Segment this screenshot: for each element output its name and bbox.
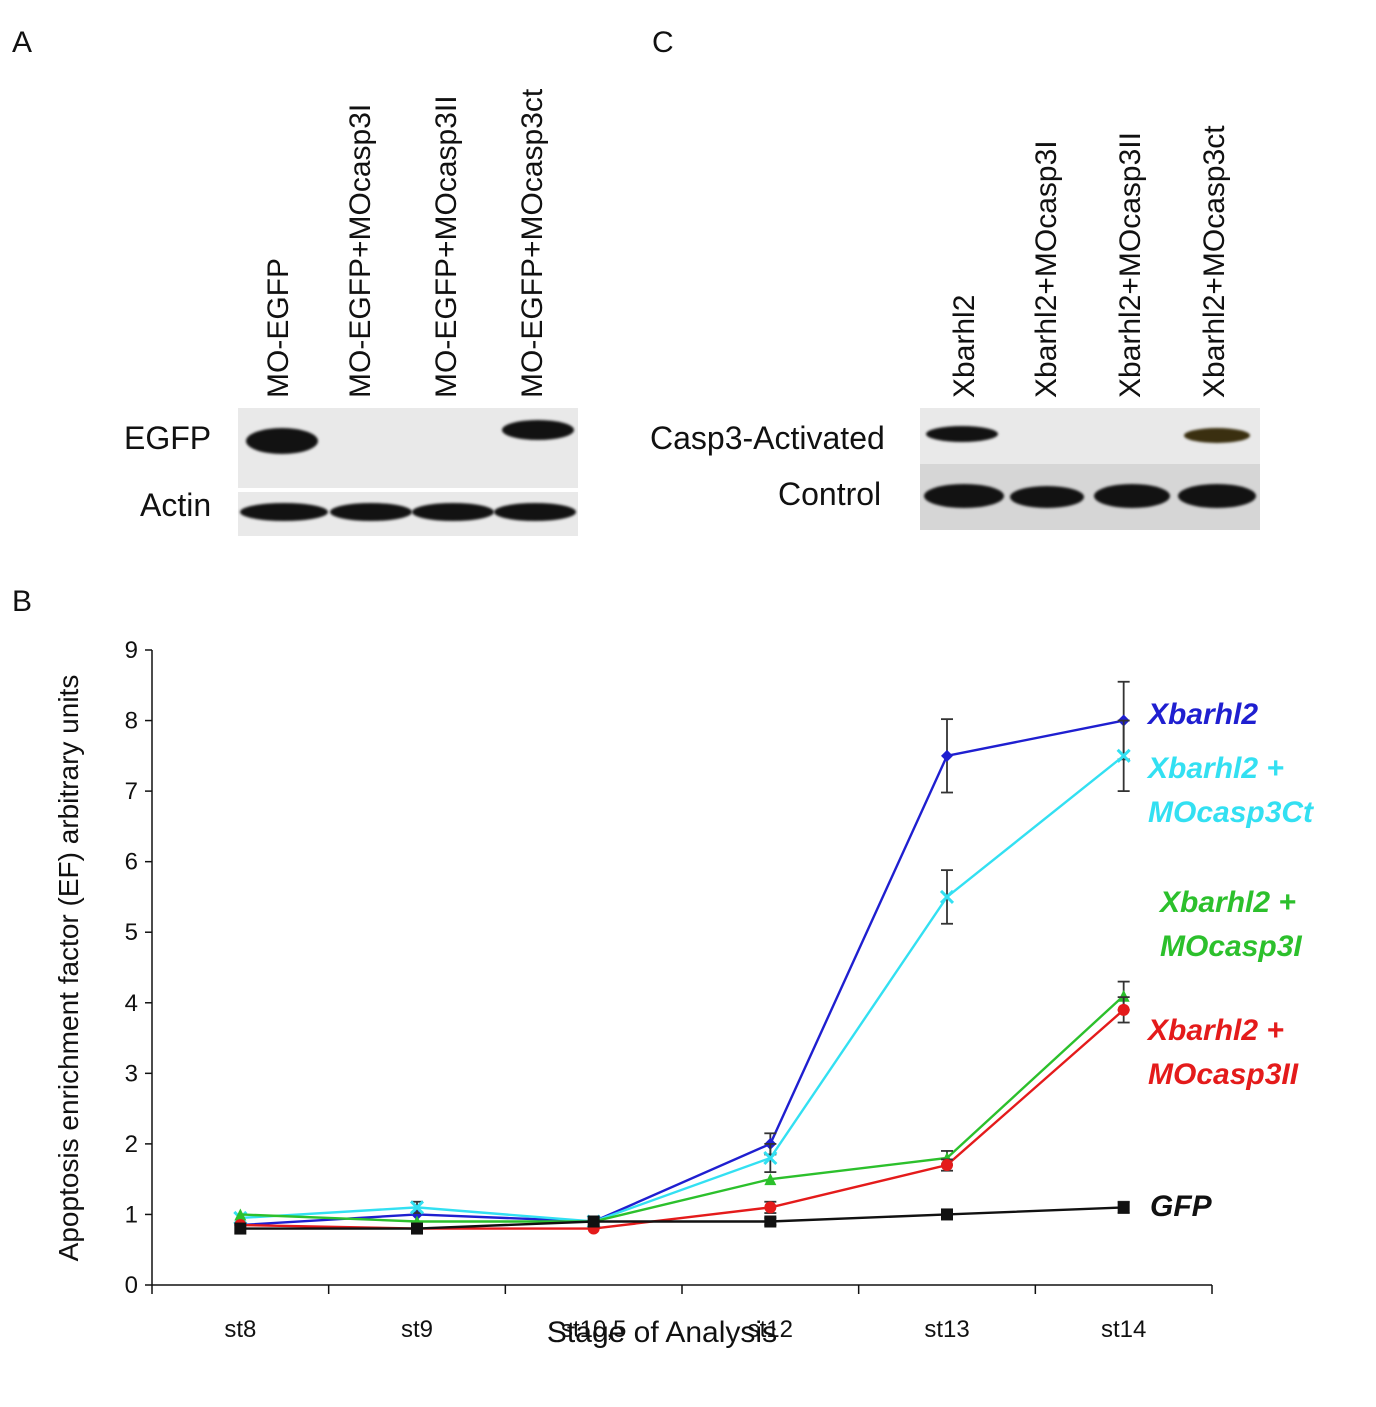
data-point <box>941 749 953 762</box>
series-label-2: MOcasp3I <box>1160 930 1302 963</box>
y-tick-label: 1 <box>125 1201 138 1228</box>
data-point <box>1117 989 1130 1002</box>
data-point <box>764 1201 777 1214</box>
series-label-3: Xbarhl2 + <box>1146 1014 1284 1047</box>
y-tick-label: 3 <box>125 1060 138 1087</box>
series-line <box>240 754 1125 1223</box>
y-tick-label: 0 <box>125 1272 138 1299</box>
blot-a-lane-label-4: MO-EGFP+MOcasp3ct <box>516 88 549 398</box>
blot-a-row-egfp: EGFP <box>124 420 212 456</box>
data-point <box>234 1222 247 1235</box>
x-tick-label: st8 <box>224 1316 256 1343</box>
x-tick-label: st13 <box>924 1316 969 1343</box>
panel-b-letter: B <box>12 585 33 618</box>
data-point <box>764 1215 777 1228</box>
data-point <box>1117 1201 1130 1214</box>
x-axis-title: Stage of Analysis <box>547 1316 777 1349</box>
blot-a-actin-band-2 <box>330 503 412 521</box>
y-tick-label: 5 <box>125 919 138 946</box>
blot-c-lane-label-1: Xbarhl2 <box>948 294 981 398</box>
data-point <box>409 1200 425 1215</box>
panel-c-letter: C <box>652 26 674 59</box>
data-point <box>411 1222 423 1235</box>
series-label-2: Xbarhl2 + <box>1158 886 1296 919</box>
data-point <box>941 1208 953 1221</box>
blot-a-lane-label-1: MO-EGFP <box>262 258 295 398</box>
blot-a-actin-band-3 <box>412 503 494 521</box>
blot-a-lane-label-2: MO-EGFP+MOcasp3I <box>344 103 377 398</box>
series-0 <box>234 680 1130 1232</box>
data-point <box>234 1208 247 1221</box>
series-label-3: MOcasp3II <box>1148 1058 1299 1091</box>
blot-c-control-band-2 <box>1010 486 1084 508</box>
data-point <box>764 1173 777 1186</box>
series-3 <box>234 996 1130 1235</box>
x-tick-label: st14 <box>1101 1316 1146 1343</box>
blot-a-egfp-band-4 <box>502 420 574 440</box>
blot-c-lane-label-2: Xbarhl2+MOcasp3I <box>1030 140 1063 398</box>
blot-c-casp3-band-4 <box>1184 428 1250 443</box>
y-tick-label: 8 <box>125 708 138 735</box>
y-tick-label: 9 <box>125 637 138 664</box>
series-label-1: Xbarhl2 + <box>1146 752 1284 785</box>
blot-c-row-control: Control <box>778 476 882 512</box>
data-point <box>1116 748 1131 763</box>
series-line <box>240 719 1124 1227</box>
panel-a-letter: A <box>12 26 33 59</box>
blot-a-row-actin: Actin <box>140 487 212 523</box>
data-point <box>763 1150 778 1166</box>
y-tick-label: 4 <box>125 990 138 1017</box>
line-chart: Apoptosis enrichment factor (EF) arbitra… <box>53 637 1315 1349</box>
blot-c-lane-label-3: Xbarhl2+MOcasp3II <box>1114 132 1147 398</box>
series-label-4: GFP <box>1150 1190 1213 1223</box>
series-line <box>240 1206 1124 1230</box>
data-point <box>939 889 955 905</box>
series-line <box>240 994 1125 1223</box>
y-tick-label: 2 <box>125 1131 138 1158</box>
blot-c-control-band-1 <box>924 484 1004 508</box>
data-point <box>941 1159 953 1172</box>
y-tick-label: 7 <box>125 778 138 805</box>
x-tick-label: st12 <box>748 1316 793 1343</box>
y-tick-label: 6 <box>125 849 138 876</box>
series-4 <box>234 1200 1130 1235</box>
blot-c-row-casp3: Casp3-Activated <box>650 420 885 456</box>
blot-a-actin-band-1 <box>240 503 328 521</box>
blot-c-lane-label-4: Xbarhl2+MOcasp3ct <box>1198 125 1231 398</box>
series-label-1: MOcasp3Ct <box>1148 796 1315 829</box>
data-point <box>1117 1003 1130 1016</box>
blot-c-control-band-3 <box>1094 484 1170 508</box>
series-label-0: Xbarhl2 <box>1146 698 1258 731</box>
blot-c-control-band-4 <box>1178 484 1256 508</box>
blot-a-actin-band-4 <box>494 503 576 521</box>
blot-c-casp3-band-1 <box>926 426 998 442</box>
blot-a-lane-label-3: MO-EGFP+MOcasp3II <box>430 95 463 398</box>
series-1 <box>233 719 1131 1229</box>
x-tick-label: st9 <box>401 1316 433 1343</box>
series-line <box>240 1008 1125 1230</box>
blot-a-egfp-band-1 <box>246 428 318 454</box>
x-tick-label: st10,5 <box>561 1316 626 1343</box>
data-point <box>587 1215 600 1228</box>
y-axis-title: Apoptosis enrichment factor (EF) arbitra… <box>53 675 84 1262</box>
